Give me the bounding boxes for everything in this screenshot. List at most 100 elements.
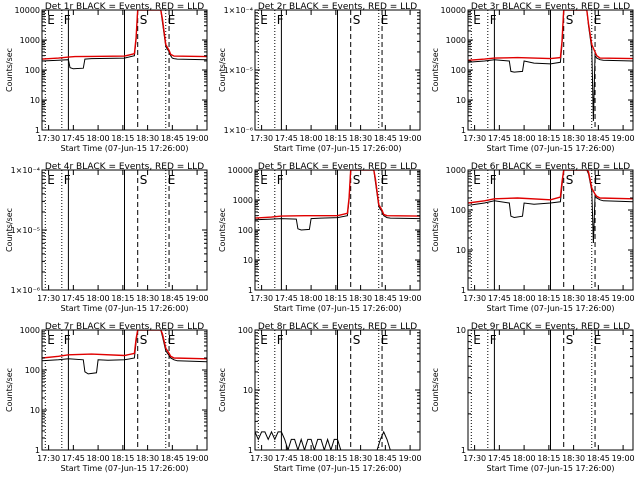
y-tick-label: 10000 — [15, 6, 40, 15]
x-tick-label: 18:45 — [161, 294, 184, 303]
marker-label: F — [277, 333, 284, 347]
x-tick-label: 17:30 — [250, 134, 273, 143]
x-tick-label: 17:45 — [488, 294, 511, 303]
x-tick-label: 19:00 — [612, 134, 635, 143]
y-tick-label: 10 — [456, 96, 466, 105]
y-tick-label: 100 — [25, 66, 40, 75]
y-tick-label: 10 — [30, 406, 40, 415]
series-events — [255, 430, 411, 450]
x-tick-label: 18:30 — [349, 294, 372, 303]
x-tick-label: 17:30 — [463, 454, 486, 463]
marker-label: E — [168, 173, 176, 187]
x-tick-label: 18:00 — [300, 454, 323, 463]
x-axis-label: Start Time (07-Jun-15 17:26:00) — [61, 304, 189, 313]
x-tick-label: 19:00 — [186, 294, 209, 303]
y-tick-label: 1×10⁻⁵ — [224, 66, 253, 75]
y-tick-label: 100 — [451, 206, 466, 215]
x-tick-label: 17:30 — [250, 294, 273, 303]
x-tick-label: 18:45 — [374, 134, 397, 143]
y-axis-label: Counts/sec — [431, 208, 440, 252]
marker-label: E — [260, 333, 268, 347]
marker-label: S — [140, 13, 148, 27]
marker-label: F — [64, 333, 71, 347]
marker-label: E — [381, 13, 389, 27]
y-tick-label: 1×10⁻⁴ — [224, 6, 253, 15]
x-axis-label: Start Time (07-Jun-15 17:26:00) — [487, 304, 615, 313]
y-axis-label: Counts/sec — [218, 368, 227, 412]
x-tick-label: 18:30 — [136, 454, 159, 463]
panel-title: Det 8r BLACK = Events, RED = LLD — [258, 322, 417, 332]
panel-title: Det 1r BLACK = Events, RED = LLD — [45, 2, 204, 12]
y-tick-label: 1000 — [446, 166, 466, 175]
y-tick-label: 10 — [243, 256, 253, 265]
y-tick-label: 1×10⁻⁶ — [11, 286, 40, 295]
x-axis-label: Start Time (07-Jun-15 17:26:00) — [61, 464, 189, 473]
marker-label: E — [47, 173, 55, 187]
x-tick-label: 18:15 — [111, 294, 134, 303]
x-tick-label: 18:00 — [300, 134, 323, 143]
x-tick-label: 17:45 — [488, 134, 511, 143]
marker-label: E — [260, 13, 268, 27]
x-tick-label: 17:45 — [275, 294, 298, 303]
x-tick-label: 18:30 — [136, 134, 159, 143]
x-tick-label: 19:00 — [612, 454, 635, 463]
y-tick-label: 1 — [461, 446, 466, 455]
x-tick-label: 18:00 — [513, 454, 536, 463]
series-lld — [255, 170, 420, 219]
y-axis-label: Counts/sec — [5, 48, 14, 92]
y-tick-label: 10000 — [228, 166, 253, 175]
x-tick-label: 18:45 — [587, 454, 610, 463]
x-tick-label: 17:45 — [488, 454, 511, 463]
y-tick-label: 1×10⁻⁶ — [224, 126, 253, 135]
x-tick-label: 18:15 — [111, 454, 134, 463]
x-tick-label: 18:15 — [537, 134, 560, 143]
x-tick-label: 18:00 — [87, 134, 110, 143]
y-tick-label: 100 — [238, 326, 253, 335]
marker-label: F — [490, 173, 497, 187]
x-tick-label: 17:30 — [37, 454, 60, 463]
x-tick-label: 17:30 — [250, 454, 273, 463]
y-tick-label: 1 — [461, 286, 466, 295]
x-axis-label: Start Time (07-Jun-15 17:26:00) — [487, 464, 615, 473]
series-lld — [468, 170, 633, 204]
marker-label: F — [277, 173, 284, 187]
x-tick-label: 18:45 — [161, 134, 184, 143]
marker-label: E — [168, 13, 176, 27]
x-tick-label: 19:00 — [186, 134, 209, 143]
y-tick-label: 1 — [461, 126, 466, 135]
x-tick-label: 18:00 — [87, 454, 110, 463]
x-tick-label: 17:30 — [463, 294, 486, 303]
x-tick-label: 19:00 — [186, 454, 209, 463]
marker-label: E — [47, 13, 55, 27]
marker-label: S — [353, 13, 361, 27]
x-axis-label: Start Time (07-Jun-15 17:26:00) — [274, 144, 402, 153]
x-axis-label: Start Time (07-Jun-15 17:26:00) — [487, 144, 615, 153]
marker-label: S — [353, 173, 361, 187]
x-tick-label: 18:15 — [537, 454, 560, 463]
marker-label: E — [381, 333, 389, 347]
y-axis-label: Counts/sec — [431, 368, 440, 412]
y-tick-label: 1000 — [233, 196, 253, 205]
x-tick-label: 17:30 — [37, 294, 60, 303]
y-tick-label: 1 — [248, 446, 253, 455]
y-tick-label: 1×10⁻⁵ — [11, 226, 40, 235]
y-tick-label: 1×10⁻⁴ — [11, 166, 40, 175]
marker-label: E — [594, 13, 602, 27]
x-tick-label: 18:45 — [161, 454, 184, 463]
y-tick-label: 1 — [35, 446, 40, 455]
marker-label: S — [140, 173, 148, 187]
marker-label: F — [490, 333, 497, 347]
x-axis-label: Start Time (07-Jun-15 17:26:00) — [61, 144, 189, 153]
x-tick-label: 19:00 — [399, 294, 422, 303]
marker-label: E — [594, 173, 602, 187]
x-tick-label: 18:45 — [374, 454, 397, 463]
marker-label: S — [566, 333, 574, 347]
x-tick-label: 18:30 — [562, 134, 585, 143]
